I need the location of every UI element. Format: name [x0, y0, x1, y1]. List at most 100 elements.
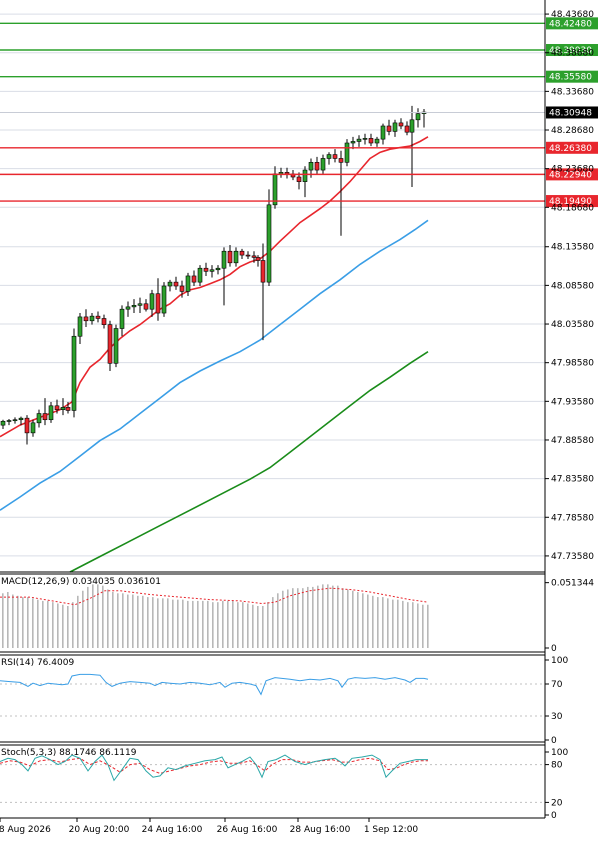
support-level-label: 48.22940: [549, 170, 592, 180]
macd-bar: [352, 590, 354, 648]
stochastic-tick-label: 0: [551, 811, 557, 821]
rsi-levels: [0, 683, 545, 717]
moving-average-line: [0, 219, 429, 511]
macd-bar: [217, 602, 219, 648]
macd-bar: [332, 585, 334, 648]
price-tick-label: 47.83580: [551, 475, 594, 485]
price-tick-label: 48.03580: [551, 320, 594, 330]
macd-bar: [47, 600, 49, 648]
macd-bar: [422, 604, 424, 648]
candle-body: [113, 328, 119, 364]
macd-bar: [287, 589, 289, 648]
panel-frames: [0, 0, 546, 819]
macd-bar: [167, 598, 169, 648]
candle-body: [24, 417, 30, 434]
candle-body: [409, 119, 415, 133]
macd-bar: [412, 602, 414, 648]
macd-bar: [182, 599, 184, 648]
time-tick-label: 18 Aug 2026: [0, 825, 51, 835]
macd-bar: [292, 588, 294, 648]
stochastic-tick-label: 20: [551, 798, 563, 808]
macd-bar: [307, 586, 309, 648]
current-price-label: 48.30948: [549, 108, 592, 118]
macd-bar: [282, 590, 284, 648]
rsi-line: [0, 673, 429, 696]
price-panel: 48.42480 48.39030 48.35580 48.26380 48.22940…: [0, 10, 598, 573]
time-axis: 18 Aug 2026 20 Aug 20:00 24 Aug 16:00 26 Au…: [0, 818, 418, 835]
macd-bar: [382, 597, 384, 648]
macd-bar: [7, 592, 9, 648]
macd-bar: [162, 598, 164, 648]
macd-bar: [132, 594, 134, 648]
price-tick-label: 48.08580: [551, 281, 594, 291]
macd-signal-line: [0, 587, 429, 606]
macd-bar: [17, 595, 19, 648]
candle-body: [404, 125, 410, 133]
current-price-box: [546, 106, 598, 119]
macd-bar: [97, 584, 99, 648]
macd-bar: [87, 586, 89, 648]
support-level-label-box: [546, 141, 598, 154]
macd-bar: [172, 599, 174, 648]
stochastic-axis: 100 80 20 0: [545, 748, 568, 821]
macd-bar: [202, 600, 204, 648]
macd-bar: [417, 603, 419, 648]
candle-body: [95, 315, 101, 319]
macd-bar: [397, 599, 399, 648]
macd-bar: [122, 593, 124, 648]
candle-body: [215, 267, 221, 271]
candle-body: [6, 420, 12, 422]
macd-bar: [262, 606, 264, 648]
time-tick-label: 1 Sep 12:00: [364, 825, 419, 835]
price-tick-label: 47.93580: [551, 397, 594, 407]
price-tick-label: 48.13580: [551, 243, 594, 253]
macd-bar: [212, 602, 214, 648]
macd-bar: [342, 588, 344, 648]
macd-bar: [312, 586, 314, 648]
candle-body: [65, 407, 71, 411]
macd-bar: [127, 594, 129, 648]
macd-bar: [242, 602, 244, 648]
resistance-level-label-box: [546, 17, 598, 30]
macd-histogram: [2, 584, 429, 648]
price-tick-label: 47.73580: [551, 552, 594, 562]
candle-body: [272, 173, 278, 206]
macd-bar: [37, 599, 39, 648]
rsi-tick-label: 100: [551, 656, 568, 666]
candle-body: [266, 204, 272, 283]
moving-average-line: [69, 351, 429, 573]
time-tick-label: 28 Aug 16:00: [290, 825, 351, 835]
stochastic-label: Stoch(5,3,3) 88.1746 86.1119: [1, 748, 137, 758]
candle-body: [42, 413, 48, 421]
price-tick-label: 47.78580: [551, 513, 594, 523]
candle-body: [221, 250, 227, 269]
candle-body: [374, 138, 380, 144]
time-tick-label: 20 Aug 20:00: [69, 825, 130, 835]
macd-bar: [42, 600, 44, 648]
candle-body: [36, 413, 42, 424]
macd-label: MACD(12,26,9) 0.034035 0.036101: [1, 577, 161, 587]
macd-bar: [77, 595, 79, 648]
macd-bar: [12, 594, 14, 648]
candle-body: [18, 417, 24, 421]
macd-bar: [107, 589, 109, 648]
candle-body: [48, 405, 54, 421]
candle-body: [167, 281, 173, 287]
macd-bar: [67, 606, 69, 648]
candle-body: [119, 308, 125, 329]
candle-body: [203, 267, 209, 272]
macd-bar: [197, 600, 199, 648]
macd-bar: [232, 600, 234, 648]
candle-body: [368, 138, 374, 144]
macd-bar: [137, 595, 139, 648]
price-levels: 48.42480 48.39030 48.35580 48.26380 48.22940…: [0, 17, 598, 208]
stochastic-tick-label: 100: [551, 748, 568, 758]
support-level-label: 48.26380: [549, 144, 592, 154]
candle-body: [386, 125, 392, 132]
macd-bar: [152, 597, 154, 648]
candle-body: [131, 305, 137, 308]
moving-average-line: [0, 136, 429, 438]
candle-body: [227, 250, 233, 264]
candle-body: [326, 154, 332, 159]
